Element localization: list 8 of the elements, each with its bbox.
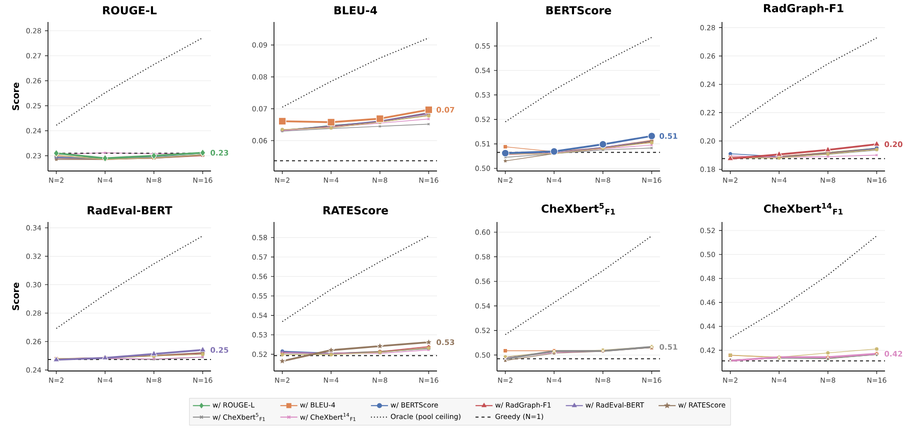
- chart-title: BERTScore: [546, 6, 612, 14]
- chart-title: BLEU-4: [334, 6, 378, 14]
- chart-title: RATEScore: [323, 206, 388, 214]
- y-axis-title: Score: [12, 82, 20, 110]
- y-axis-title: Score: [12, 282, 20, 310]
- chart-title: ROUGE-L: [103, 6, 157, 14]
- chart-title: RadEval-BERT: [88, 206, 172, 214]
- chart-title: RadGraph-F1: [764, 4, 844, 14]
